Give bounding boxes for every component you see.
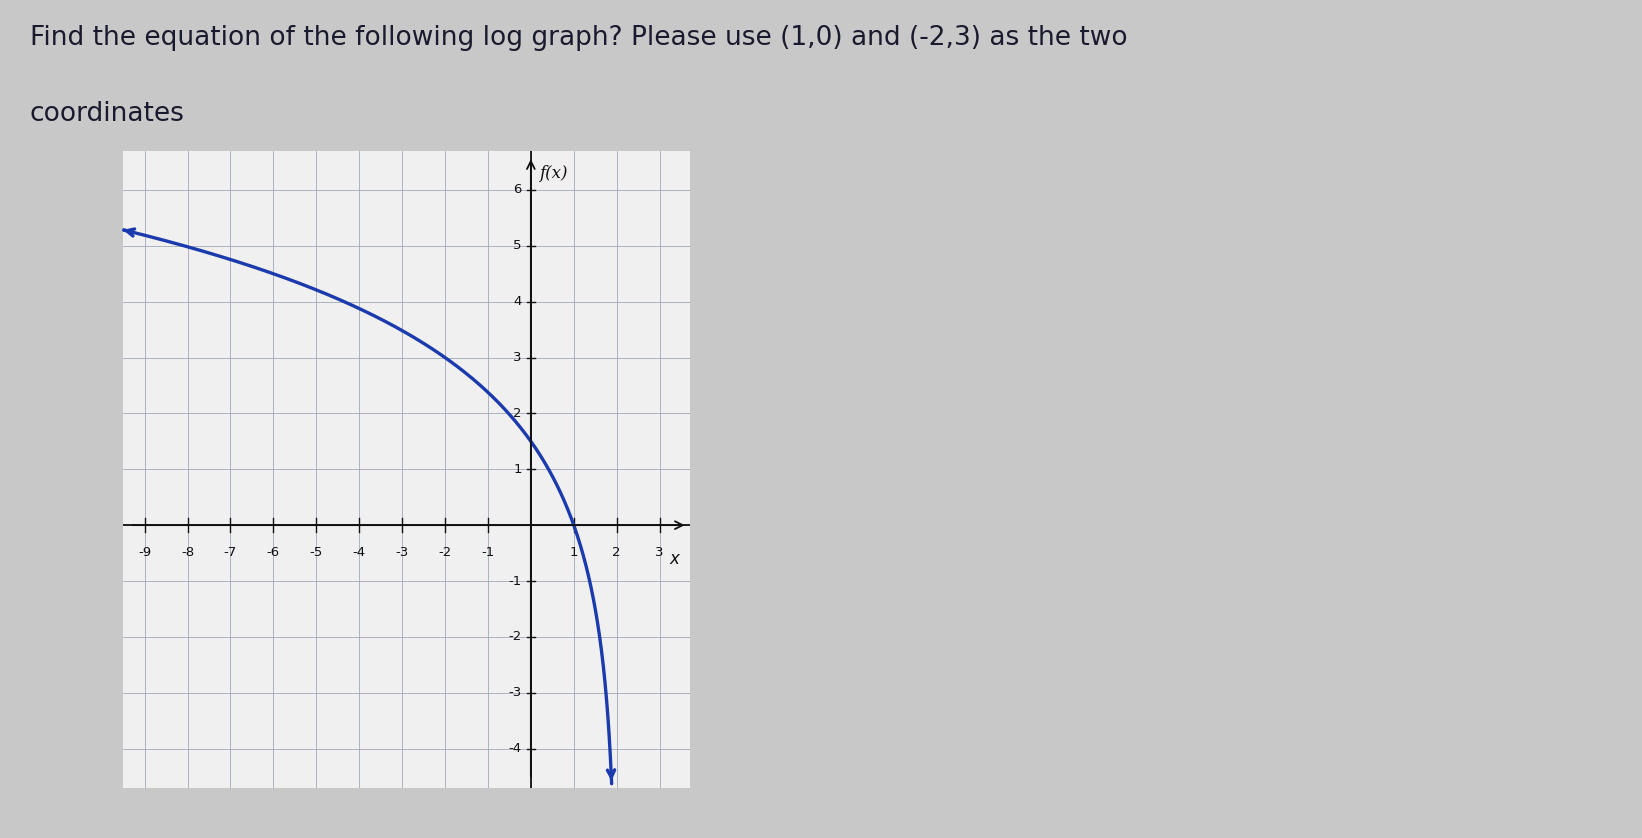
Text: -8: -8 xyxy=(181,546,194,559)
Text: -3: -3 xyxy=(509,686,522,699)
Text: 6: 6 xyxy=(514,184,522,196)
Text: -3: -3 xyxy=(396,546,409,559)
Text: 2: 2 xyxy=(612,546,621,559)
Text: 1: 1 xyxy=(514,463,522,476)
Text: 3: 3 xyxy=(514,351,522,364)
Text: f(x): f(x) xyxy=(539,165,566,182)
Text: -6: -6 xyxy=(266,546,279,559)
Text: -4: -4 xyxy=(509,742,522,755)
Text: -4: -4 xyxy=(353,546,366,559)
Text: -1: -1 xyxy=(509,575,522,587)
Text: x: x xyxy=(668,551,678,568)
Text: -9: -9 xyxy=(138,546,151,559)
Text: -1: -1 xyxy=(481,546,494,559)
Text: 5: 5 xyxy=(514,240,522,252)
Text: -7: -7 xyxy=(223,546,236,559)
Text: 2: 2 xyxy=(514,407,522,420)
Text: coordinates: coordinates xyxy=(30,101,184,127)
Text: -5: -5 xyxy=(310,546,323,559)
Text: 3: 3 xyxy=(655,546,663,559)
Text: -2: -2 xyxy=(509,630,522,644)
Text: Find the equation of the following log graph? Please use (1,0) and (-2,3) as the: Find the equation of the following log g… xyxy=(30,25,1126,51)
Text: 1: 1 xyxy=(570,546,578,559)
Text: -2: -2 xyxy=(438,546,452,559)
Text: 4: 4 xyxy=(514,295,522,308)
